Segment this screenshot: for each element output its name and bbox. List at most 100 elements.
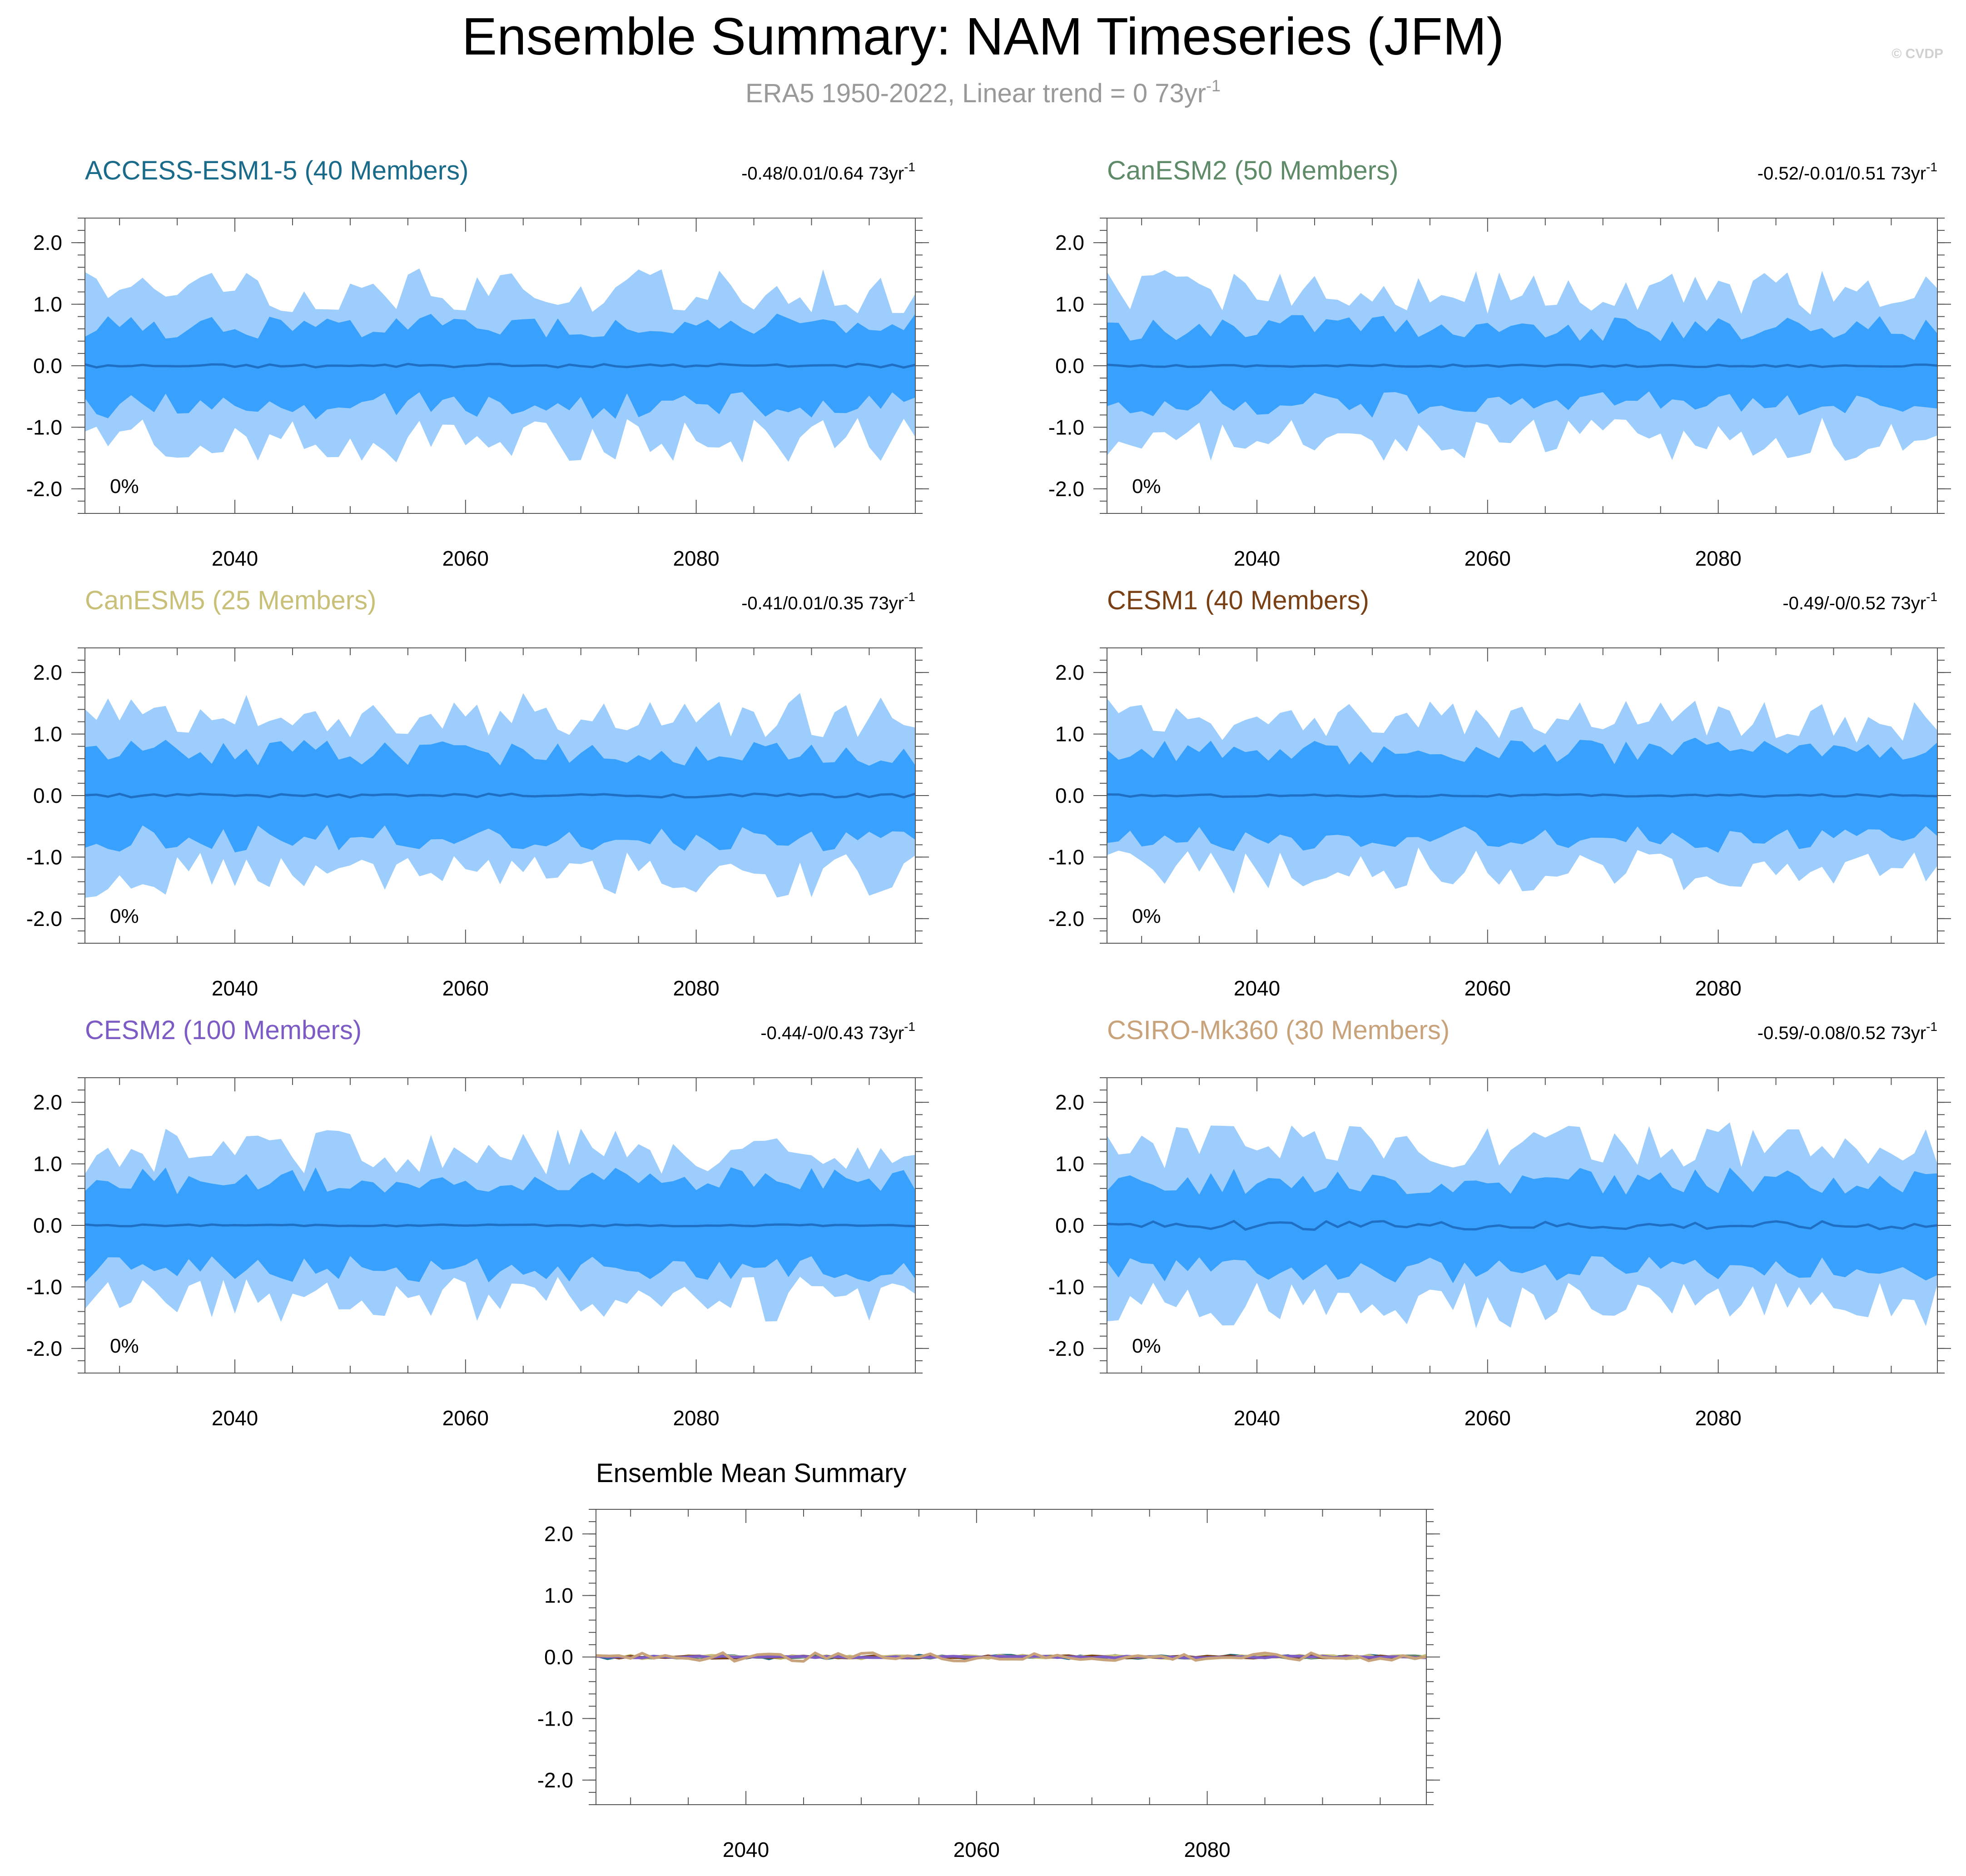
x-tick-label: 2060 — [442, 547, 489, 570]
ensemble-mean-title: Ensemble Mean Summary — [596, 1458, 906, 1488]
panel-1-inner-band — [1107, 315, 1937, 418]
x-tick-label: 2040 — [212, 1406, 258, 1430]
panel-1-stats: -0.52/-0.01/0.51 73yr-1 — [1757, 160, 1937, 184]
panels-container: 2.0 1.0 0.0 -1.0 -2.0 2040 2060 2080 ACCESS-ESM1… — [26, 156, 1951, 1861]
panel-2-title: CanESM5 (25 Members) — [85, 586, 376, 615]
figure-title: Ensemble Summary: NAM Timeseries (JFM) — [462, 7, 1504, 66]
x-tick-label: 2060 — [442, 1406, 489, 1430]
x-tick-label: 2080 — [673, 976, 719, 1000]
panel-2-stats: -0.41/0.01/0.35 73yr-1 — [741, 590, 915, 613]
y-tick-label: 0.0 — [33, 354, 62, 378]
panel-2-mean-line — [84, 792, 916, 799]
y-tick-label: 0.0 — [1055, 1214, 1084, 1237]
x-tick-label: 2080 — [1695, 1406, 1741, 1430]
panel-5-stats: -0.59/-0.08/0.52 73yr-1 — [1757, 1020, 1937, 1043]
x-tick-label: 2040 — [1234, 976, 1280, 1000]
panel-4-stats-value: -0.44/-0/0.43 73yr — [760, 1023, 904, 1043]
panel-0-title: ACCESS-ESM1-5 (40 Members) — [85, 156, 468, 185]
y-tick-label: -2.0 — [26, 1337, 62, 1360]
y-tick-label: 1.0 — [33, 1152, 62, 1176]
y-tick-label: -2.0 — [1048, 907, 1084, 931]
panel-4-stats-superscript: -1 — [904, 1020, 915, 1034]
panel-1-stats-superscript: -1 — [1926, 160, 1937, 174]
y-tick-label: -2.0 — [26, 907, 62, 931]
panel-5-percent-label: 0% — [1132, 1335, 1161, 1357]
panel-0-mean-line — [84, 363, 916, 369]
y-tick-label: -2.0 — [1048, 477, 1084, 501]
panel-2-percent-label: 0% — [110, 905, 139, 927]
y-tick-label: -1.0 — [26, 845, 62, 869]
x-tick-label: 2060 — [1465, 1406, 1511, 1430]
panel-1-stats-value: -0.52/-0.01/0.51 73yr — [1757, 164, 1926, 184]
x-tick-label: 2040 — [212, 547, 258, 570]
mean-series-4-line — [596, 1654, 1427, 1659]
y-tick-label: 1.0 — [1055, 293, 1084, 316]
y-tick-label: -1.0 — [26, 1275, 62, 1299]
panel-6-axes: 2.0 1.0 0.0 -1.0 -2.0 2040 2060 2080 — [537, 1509, 1440, 1861]
cvdp-credit: © CVDP — [1892, 46, 1943, 61]
figure-subtitle: ERA5 1950-2022, Linear trend = 0 73yr-1 — [745, 76, 1221, 108]
panel-3-axes: 2.0 1.0 0.0 -1.0 -2.0 2040 2060 2080 — [1048, 647, 1951, 1000]
y-tick-label: 0.0 — [1055, 354, 1084, 378]
panel-3-percent-label: 0% — [1132, 905, 1161, 927]
mean-series-5-line — [596, 1651, 1427, 1663]
panel-3-stats: -0.49/-0/0.52 73yr-1 — [1782, 590, 1937, 613]
y-tick-label: -2.0 — [537, 1768, 573, 1792]
y-tick-label: -2.0 — [26, 477, 62, 501]
panel-0-inner-band — [85, 313, 915, 419]
panel-2-stats-superscript: -1 — [904, 590, 915, 604]
x-tick-label: 2060 — [1465, 547, 1511, 570]
panel-1-axes: 2.0 1.0 0.0 -1.0 -2.0 2040 2060 2080 — [1048, 218, 1951, 570]
panel-5-stats-superscript: -1 — [1926, 1020, 1937, 1034]
panel-4-percent-label: 0% — [110, 1335, 139, 1357]
y-tick-label: -1.0 — [1048, 1275, 1084, 1299]
panel-2-axes: 2.0 1.0 0.0 -1.0 -2.0 2040 2060 2080 — [26, 647, 929, 1000]
panel-4-mean-line — [84, 1223, 916, 1228]
panel-0-axes: 2.0 1.0 0.0 -1.0 -2.0 2040 2060 2080 — [26, 218, 929, 570]
x-tick-label: 2080 — [673, 1406, 719, 1430]
y-tick-label: 0.0 — [33, 1214, 62, 1237]
panel-3-stats-value: -0.49/-0/0.52 73yr — [1782, 593, 1926, 613]
panel-3-stats-superscript: -1 — [1926, 590, 1937, 604]
x-tick-label: 2040 — [723, 1838, 769, 1861]
panel-5-title: CSIRO-Mk360 (30 Members) — [1107, 1015, 1450, 1045]
y-tick-label: 2.0 — [544, 1522, 573, 1546]
x-tick-label: 2080 — [1695, 976, 1741, 1000]
y-tick-label: 2.0 — [33, 231, 62, 254]
panel-0-stats: -0.48/0.01/0.64 73yr-1 — [741, 160, 915, 184]
y-tick-label: 1.0 — [1055, 722, 1084, 746]
y-tick-label: 2.0 — [33, 661, 62, 684]
panel-5-stats-value: -0.59/-0.08/0.52 73yr — [1757, 1023, 1926, 1043]
panel-0-stats-value: -0.48/0.01/0.64 73yr — [741, 164, 904, 184]
x-tick-label: 2060 — [953, 1838, 1000, 1861]
panel-1-title: CanESM2 (50 Members) — [1107, 156, 1398, 185]
x-tick-label: 2080 — [1184, 1838, 1230, 1861]
y-tick-label: -1.0 — [1048, 415, 1084, 439]
panel-3-title: CESM1 (40 Members) — [1107, 586, 1369, 615]
y-tick-label: -2.0 — [1048, 1337, 1084, 1360]
y-tick-label: 2.0 — [33, 1090, 62, 1114]
panel-1-percent-label: 0% — [1132, 475, 1161, 498]
panel-4-title: CESM2 (100 Members) — [85, 1015, 362, 1045]
panel-5-mean-line — [1107, 1219, 1938, 1231]
y-tick-label: 1.0 — [33, 293, 62, 316]
panel-4-axes: 2.0 1.0 0.0 -1.0 -2.0 2040 2060 2080 — [26, 1077, 929, 1430]
x-tick-label: 2040 — [1234, 547, 1280, 570]
y-tick-label: 2.0 — [1055, 231, 1084, 254]
y-tick-label: -1.0 — [26, 415, 62, 439]
y-tick-label: -1.0 — [1048, 845, 1084, 869]
panel-0-percent-label: 0% — [110, 475, 139, 498]
y-tick-label: 2.0 — [1055, 1090, 1084, 1114]
y-tick-label: 1.0 — [1055, 1152, 1084, 1176]
subtitle-text: ERA5 1950-2022, Linear trend = 0 73yr — [745, 79, 1206, 108]
y-tick-label: 2.0 — [1055, 661, 1084, 684]
panel-0-stats-superscript: -1 — [904, 160, 915, 174]
y-tick-label: 0.0 — [544, 1645, 573, 1669]
panel-5-axes: 2.0 1.0 0.0 -1.0 -2.0 2040 2060 2080 — [1048, 1077, 1951, 1430]
x-tick-label: 2040 — [1234, 1406, 1280, 1430]
x-tick-label: 2060 — [1465, 976, 1511, 1000]
y-tick-label: 0.0 — [33, 784, 62, 807]
y-tick-label: 1.0 — [544, 1584, 573, 1607]
x-tick-label: 2040 — [212, 976, 258, 1000]
